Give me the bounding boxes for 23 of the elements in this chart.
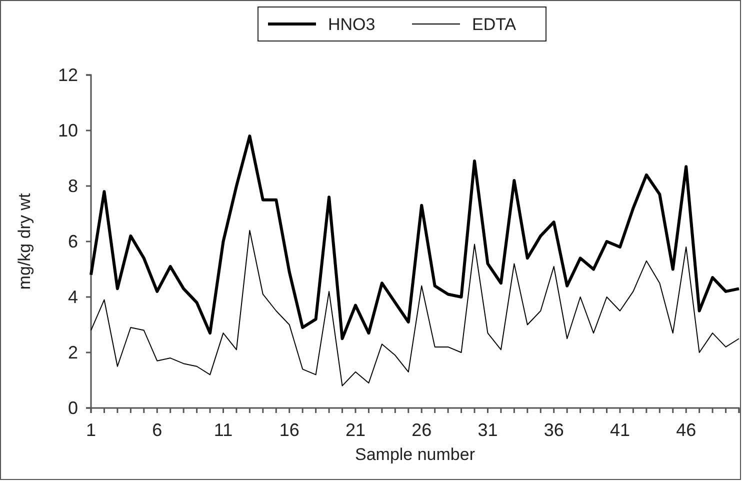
y-axis-title: mg/kg dry wt [15, 193, 34, 290]
x-tick-label: 16 [279, 420, 300, 440]
legend-label: HNO3 [328, 15, 376, 34]
x-tick-label: 6 [152, 420, 162, 440]
x-tick-label: 41 [610, 420, 630, 440]
y-tick-label: 0 [68, 398, 78, 418]
x-axis-title: Sample number [354, 445, 476, 464]
y-tick-label: 6 [68, 231, 78, 252]
y-tick-label: 8 [68, 176, 78, 196]
x-tick-label: 46 [676, 420, 696, 440]
line-series [90, 134, 740, 340]
x-tick-label: 11 [214, 420, 233, 440]
x-tick-label: 26 [412, 420, 432, 440]
legend-label: EDTA [472, 15, 517, 34]
y-tick-label: 4 [68, 286, 78, 307]
y-tick-label: 12 [58, 64, 78, 85]
y-tick-label: 10 [58, 120, 78, 140]
y-tick-label: 2 [68, 342, 78, 362]
x-tick-label: 1 [86, 420, 96, 440]
line-series [90, 230, 740, 386]
x-tick-label: 21 [345, 420, 366, 440]
x-tick-label: 36 [544, 420, 564, 440]
x-tick-label: 31 [478, 420, 498, 440]
